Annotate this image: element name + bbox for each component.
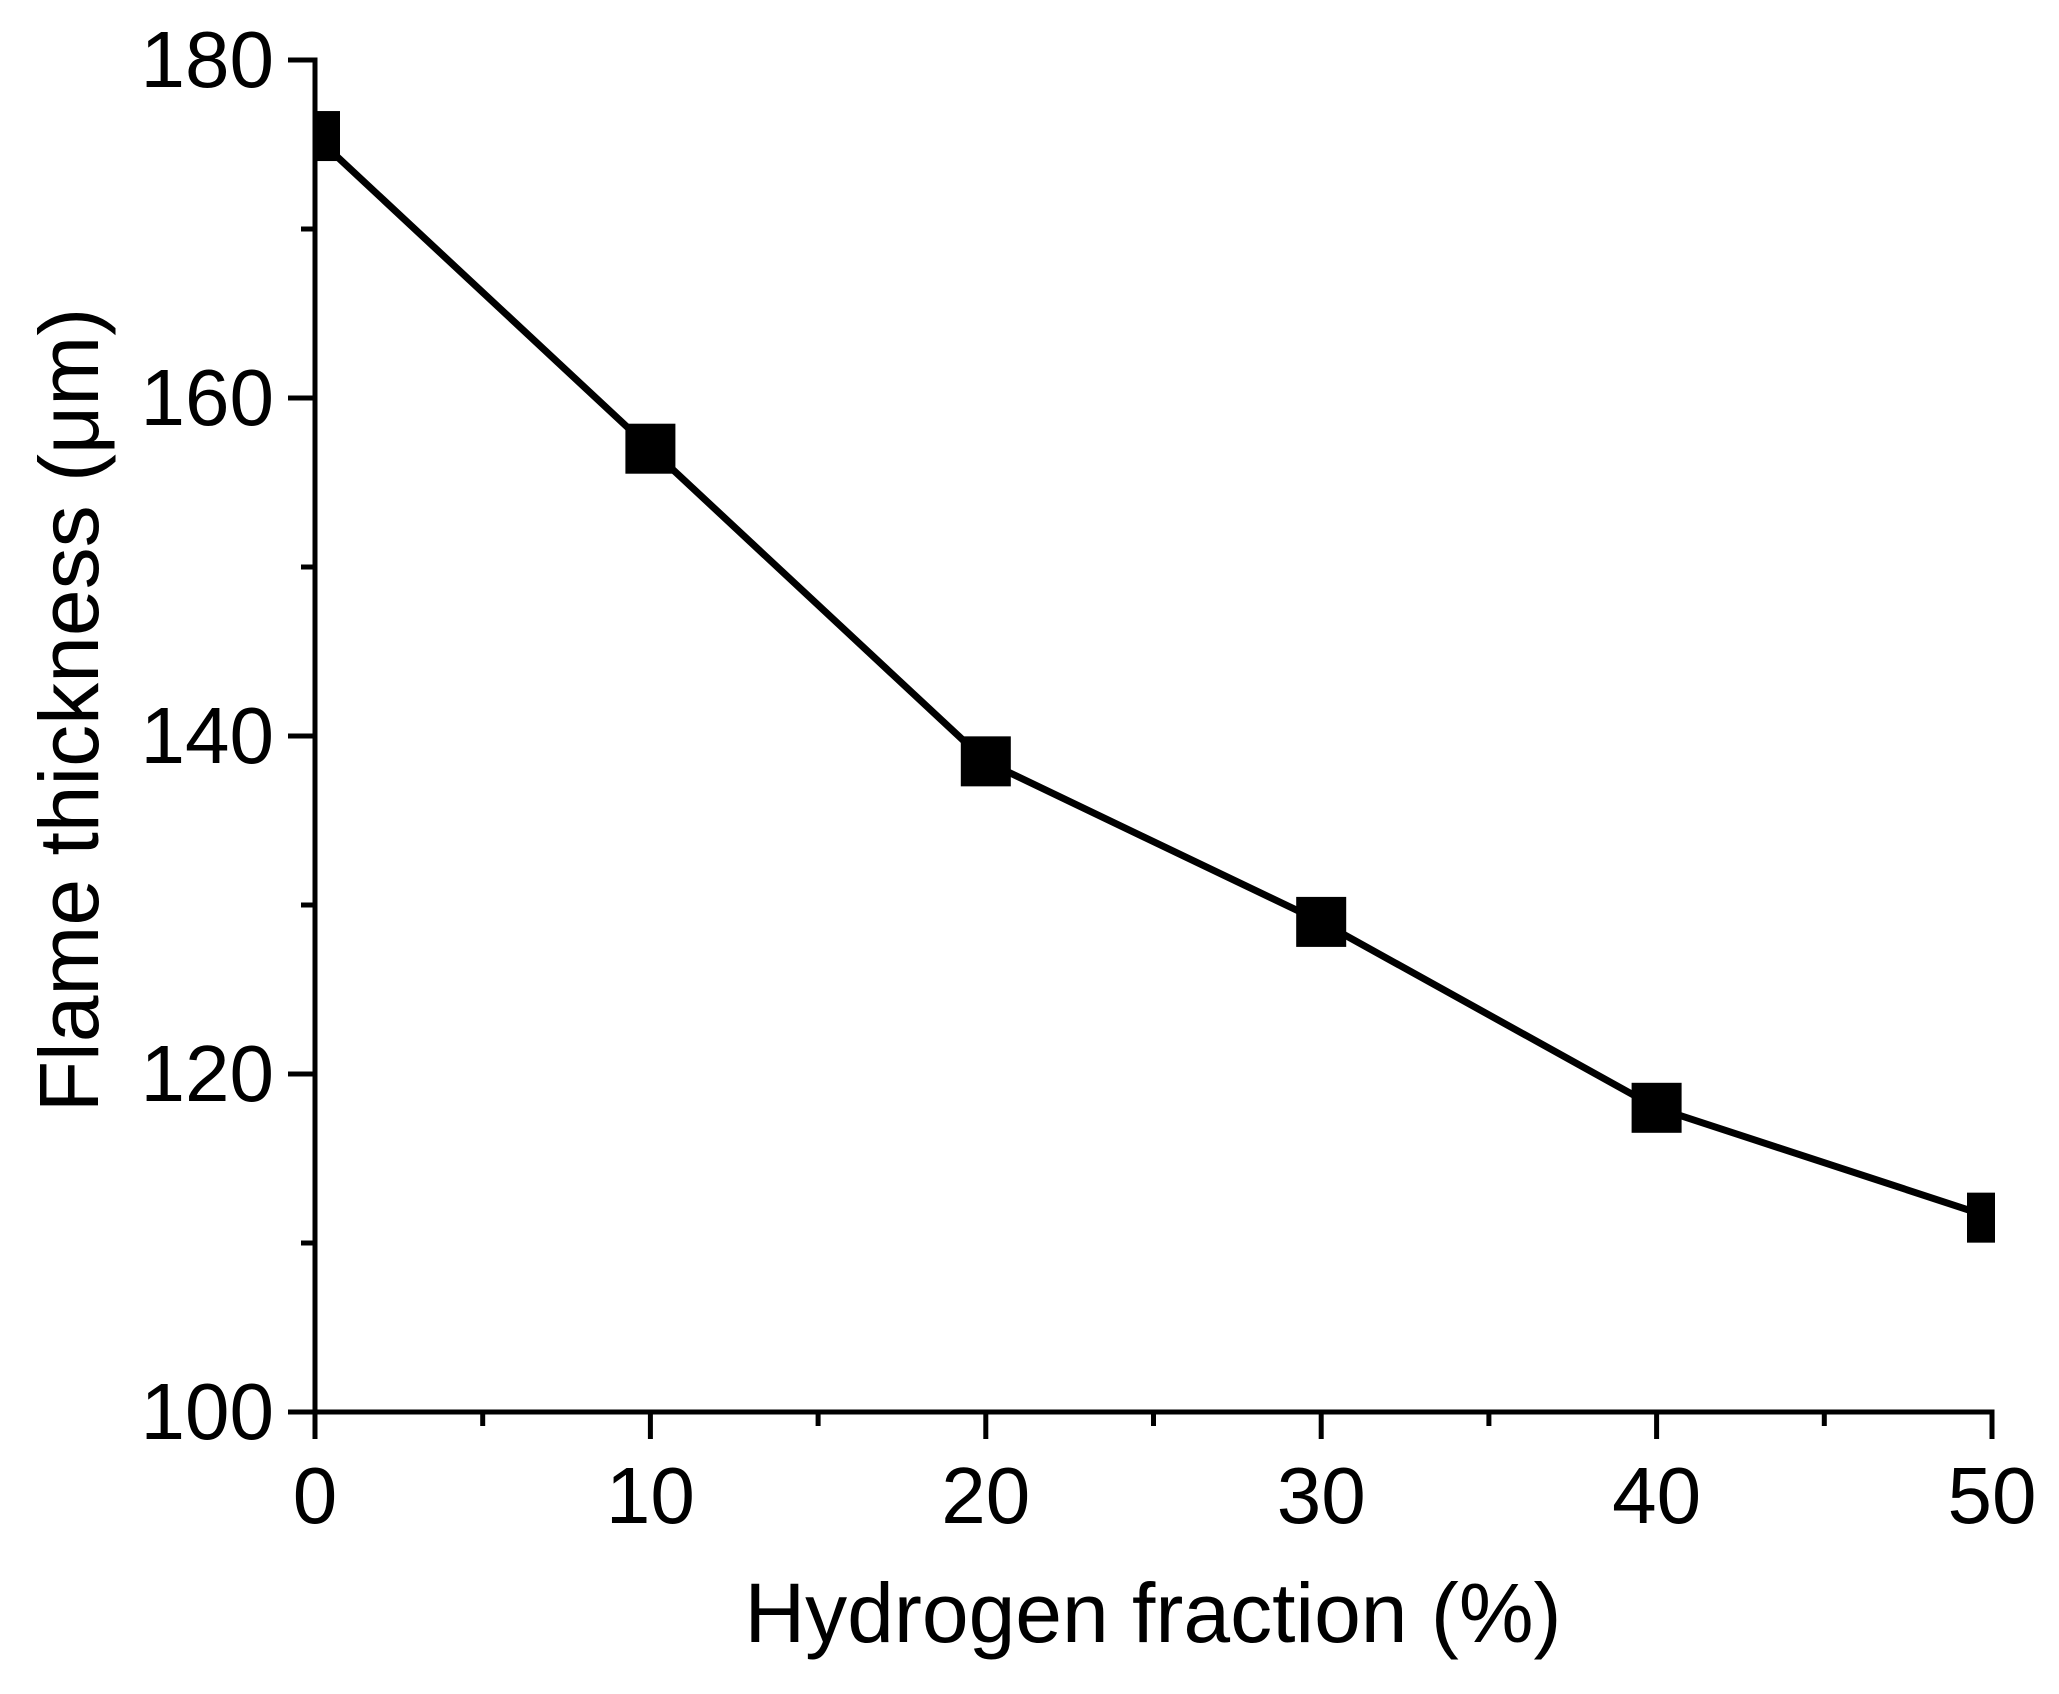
y-tick-label: 140 xyxy=(141,691,274,780)
y-tick-label: 180 xyxy=(141,15,274,104)
data-point-marker xyxy=(625,423,676,474)
y-tick-label: 120 xyxy=(141,1029,274,1118)
data-point-marker xyxy=(1631,1082,1682,1133)
x-tick-label: 20 xyxy=(941,1451,1030,1540)
x-axis: 0 10 20 30 40 50 xyxy=(293,1409,2037,1540)
x-tick-label: 50 xyxy=(1948,1451,2037,1540)
data-point-marker xyxy=(960,736,1011,787)
data-point-marker xyxy=(314,111,340,162)
x-axis-title: Hydrogen fraction (%) xyxy=(745,1566,1562,1660)
y-tick-label: 100 xyxy=(141,1367,274,1456)
x-tick-label: 0 xyxy=(293,1451,338,1540)
y-axis-title: Flame thickness (μm) xyxy=(22,308,116,1113)
series-line xyxy=(314,133,1994,1221)
y-axis: 100 120 140 160 180 xyxy=(141,15,318,1456)
x-tick-label: 40 xyxy=(1612,1451,1701,1540)
x-tick-label: 30 xyxy=(1277,1451,1366,1540)
x-tick-label: 10 xyxy=(606,1451,695,1540)
data-series xyxy=(314,111,1995,1243)
y-tick-label: 160 xyxy=(141,353,274,442)
data-point-marker xyxy=(1967,1192,1995,1243)
data-point-marker xyxy=(1296,896,1347,947)
